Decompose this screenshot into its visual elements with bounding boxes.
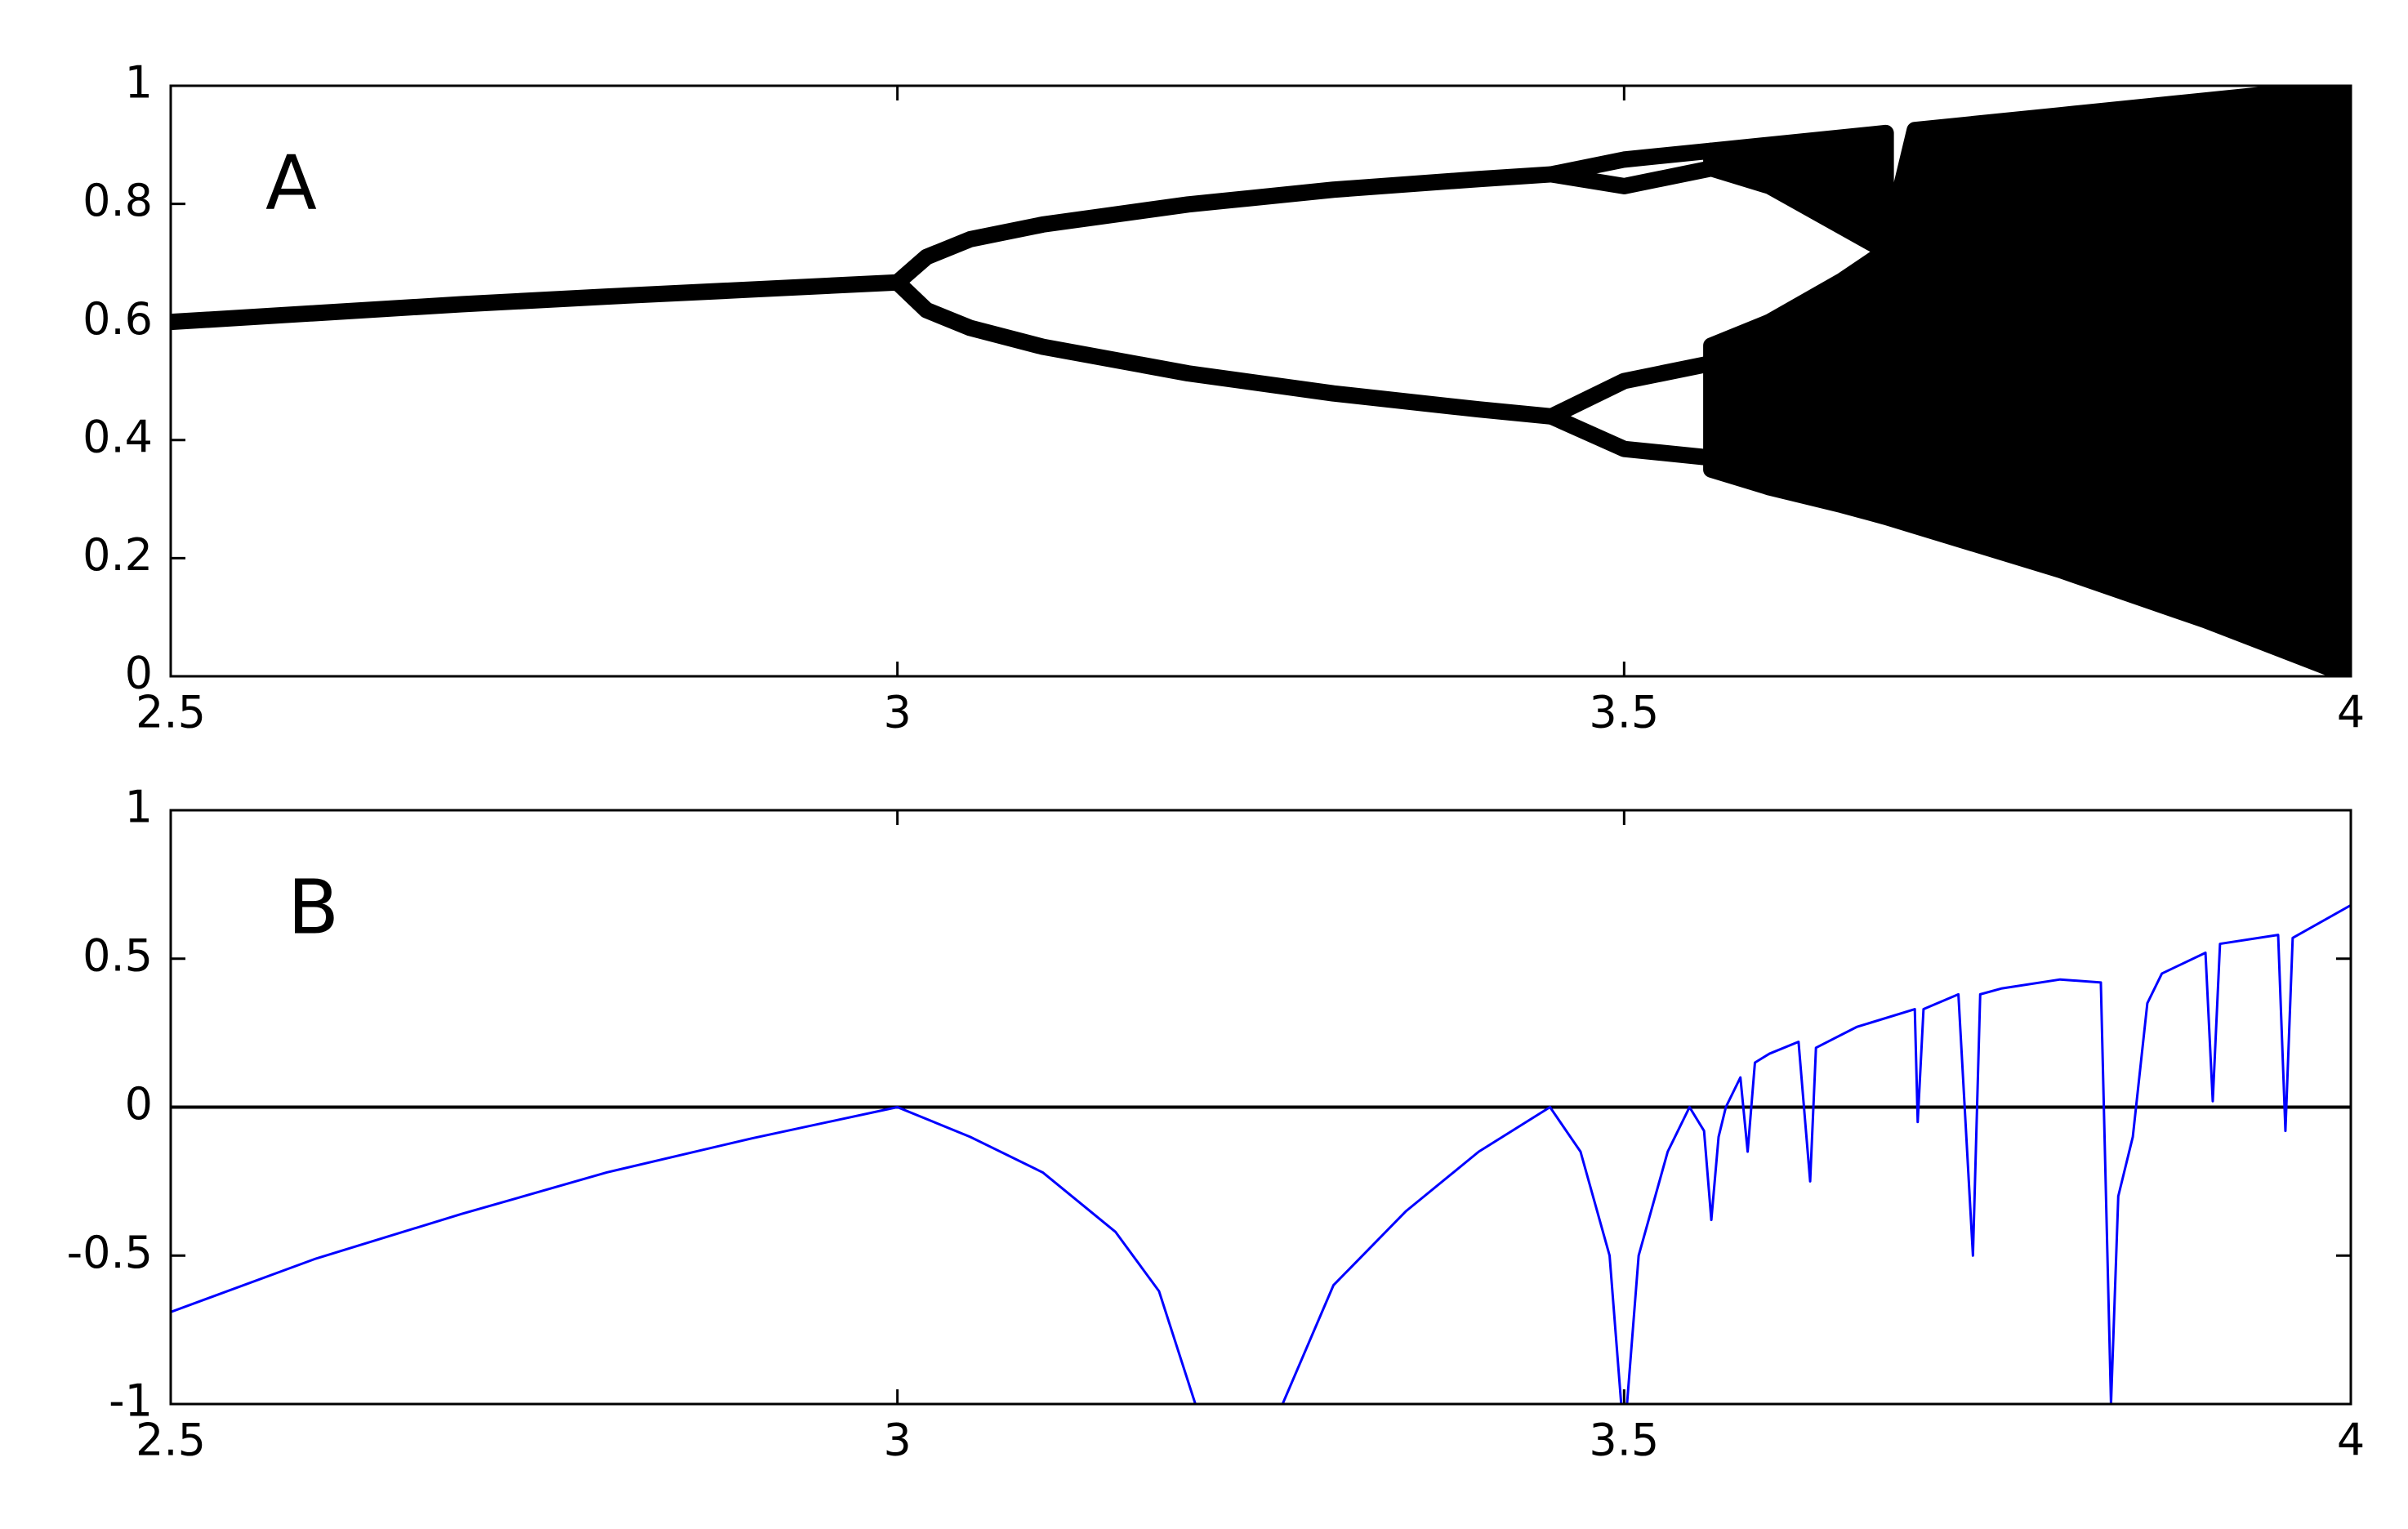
- y-tick-label: 1: [125, 57, 153, 109]
- y-tick-label: 0.8: [82, 175, 153, 226]
- chaotic-band: [1703, 86, 2351, 676]
- y-tick-label: 0: [125, 648, 153, 699]
- x-tick-label: 4: [2337, 687, 2365, 738]
- y-tick-label: -0.5: [67, 1227, 153, 1278]
- y-tick-label: 1: [125, 782, 153, 833]
- y-tick-label: -1: [109, 1375, 153, 1427]
- x-tick-label: 3.5: [1589, 687, 1659, 738]
- y-tick-label: 0.5: [82, 929, 153, 981]
- panel-label: B: [288, 863, 339, 951]
- plot-area: [171, 903, 2351, 1404]
- line: [1543, 354, 1720, 425]
- x-tick-label: 3: [883, 1415, 911, 1466]
- plot-area: [171, 86, 2351, 676]
- y-tick-label: 0: [125, 1078, 153, 1130]
- y-tick-label: 0.4: [82, 411, 153, 462]
- x-tick-label: 3: [883, 687, 911, 738]
- line: [171, 903, 2351, 1404]
- x-tick-label: 4: [2337, 1415, 2365, 1466]
- line: [1543, 142, 1720, 183]
- line: [1543, 160, 1720, 194]
- line: [889, 274, 1560, 425]
- x-tick-label: 2.5: [136, 1415, 206, 1466]
- x-tick-label: 3.5: [1589, 1415, 1659, 1466]
- line: [1543, 408, 1720, 466]
- axes-frame: [169, 84, 2352, 678]
- y-tick-label: 0.6: [82, 293, 153, 345]
- line: [171, 274, 906, 331]
- y-tick-label: 0.2: [82, 529, 153, 581]
- line: [889, 166, 1560, 291]
- panel-label: A: [265, 139, 317, 226]
- chaotic-band: [1703, 124, 1894, 260]
- x-tick-label: 2.5: [136, 687, 206, 738]
